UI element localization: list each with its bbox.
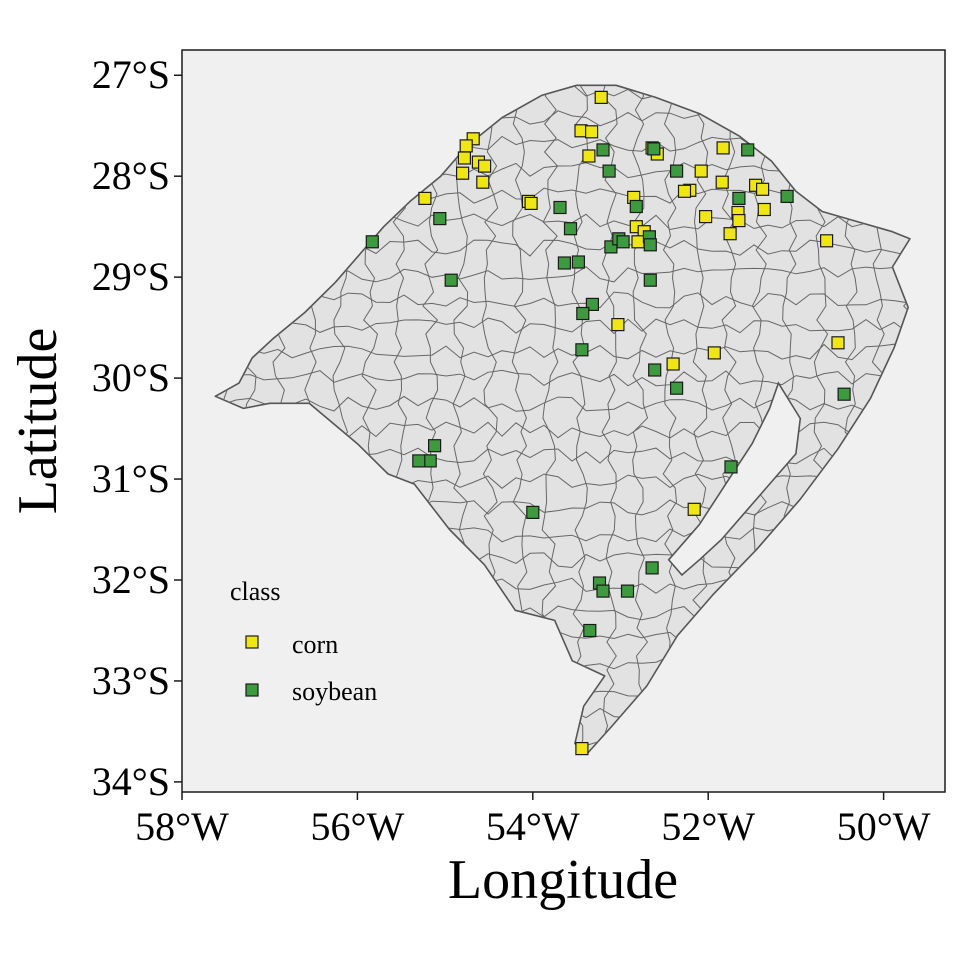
soybean-point xyxy=(526,505,540,519)
corn-point xyxy=(584,125,599,139)
soybean-point xyxy=(563,222,578,236)
corn-point xyxy=(677,184,692,198)
x-tick-label: 54°W xyxy=(486,804,580,849)
corn-point xyxy=(418,191,432,205)
corn-point xyxy=(819,234,834,248)
soybean-point xyxy=(433,212,447,226)
soybean-point xyxy=(620,584,635,598)
corn-point xyxy=(831,336,845,350)
y-axis-title: Latitude xyxy=(7,328,69,515)
municipality-border xyxy=(215,317,910,335)
corn-point xyxy=(524,196,538,210)
soybean-point xyxy=(780,189,794,203)
panel-border xyxy=(181,49,946,793)
x-tick-label: 56°W xyxy=(311,804,405,849)
legend-title: class xyxy=(230,577,281,606)
soybean-point xyxy=(575,343,589,357)
y-tick-label: 31°S xyxy=(92,456,170,501)
soybean-point xyxy=(629,199,643,214)
soybean-point xyxy=(365,235,379,249)
soybean-point xyxy=(596,584,610,598)
corn-point xyxy=(723,227,737,241)
y-tick-label: 28°S xyxy=(92,153,170,198)
y-tick-label: 33°S xyxy=(92,658,170,703)
y-tick-label: 30°S xyxy=(92,355,170,400)
soybean-point xyxy=(423,454,437,468)
sample-points xyxy=(365,90,851,756)
corn-point xyxy=(666,357,680,371)
soybean-point xyxy=(576,306,590,321)
x-axis: 58°W 56°W 54°W 52°W 50°W xyxy=(135,792,931,849)
y-tick-label: 29°S xyxy=(92,254,170,299)
corn-point xyxy=(456,166,470,180)
corn-point xyxy=(707,346,721,360)
x-axis-title: Longitude xyxy=(448,849,678,911)
corn-point xyxy=(594,90,608,105)
corn-point xyxy=(631,235,645,249)
corn-point xyxy=(715,175,729,189)
corn-point xyxy=(757,202,771,217)
corn-point xyxy=(582,149,596,163)
soybean-point xyxy=(643,273,657,287)
x-tick-label: 58°W xyxy=(135,804,229,849)
corn-point xyxy=(478,159,492,173)
soybean-point xyxy=(557,256,572,270)
x-tick-label: 50°W xyxy=(837,804,931,849)
corn-point xyxy=(611,318,625,332)
soybean-point xyxy=(428,439,442,453)
soybean-point xyxy=(571,255,586,269)
soybean-point xyxy=(585,297,600,311)
soybean-point xyxy=(643,238,657,252)
soybean-point xyxy=(616,235,630,249)
soybean-point xyxy=(724,460,738,474)
y-tick-label: 34°S xyxy=(92,759,170,804)
soybean-point xyxy=(741,143,755,157)
corn-point xyxy=(476,175,490,189)
soybean-point xyxy=(837,387,851,401)
x-tick-label: 52°W xyxy=(661,804,755,849)
corn-point xyxy=(457,151,471,165)
lagoon-boundary xyxy=(667,381,802,577)
soybean-point xyxy=(412,454,426,468)
corn-point xyxy=(575,741,589,756)
municipality-border xyxy=(215,369,910,387)
soybean-point xyxy=(669,381,684,395)
corn-point xyxy=(698,210,713,224)
corn-point xyxy=(694,164,708,178)
legend-key-corn xyxy=(245,635,259,649)
soybean-point xyxy=(647,142,661,156)
soybean-point xyxy=(645,561,659,575)
municipality-border xyxy=(215,395,910,412)
y-tick-label: 32°S xyxy=(92,557,170,602)
municipality-border xyxy=(180,33,936,48)
corn-point xyxy=(732,214,746,228)
legend-key-soybean xyxy=(245,683,259,697)
soybean-point xyxy=(602,164,616,178)
corn-point xyxy=(755,182,770,196)
soybean-point xyxy=(648,363,662,377)
soybean-point xyxy=(596,143,610,157)
y-axis: 27°S 28°S 29°S 30°S 31°S 32°S 33°S 34°S xyxy=(92,52,182,804)
legend: class corn soybean xyxy=(230,577,377,706)
legend-label-corn: corn xyxy=(292,630,338,659)
municipality-border xyxy=(215,343,910,361)
municipality-border xyxy=(632,85,649,754)
soybean-point xyxy=(583,623,597,638)
corn-point xyxy=(459,139,473,153)
soybean-point xyxy=(444,273,458,287)
soybean-point xyxy=(732,191,746,205)
legend-label-soybean: soybean xyxy=(292,677,377,706)
y-tick-label: 27°S xyxy=(92,52,170,97)
soybean-point xyxy=(669,164,684,178)
corn-point xyxy=(687,502,701,516)
soybean-point xyxy=(553,200,567,215)
corn-point xyxy=(716,141,730,155)
